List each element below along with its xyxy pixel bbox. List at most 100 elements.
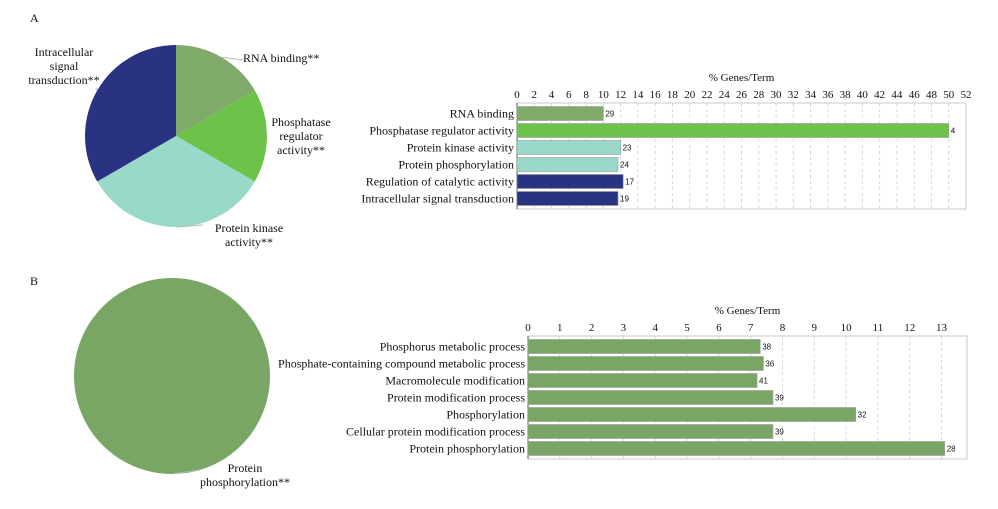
panel-a-tick-label-11: 22 (701, 89, 712, 101)
panel-a-tick-label-10: 20 (684, 89, 696, 101)
panel-a-tick-label-12: 24 (719, 89, 731, 101)
panel-a-pie-slice-3 (85, 45, 176, 182)
panel-a-tick-label-23: 46 (909, 89, 921, 101)
panel-b-tick-label-11: 11 (873, 322, 884, 334)
panel-a-tick-label-22: 44 (891, 89, 903, 101)
panel-a-value-label-1: 4 (951, 127, 956, 136)
panel-a-pie-leader-2 (175, 224, 204, 228)
panel-a-tick-label-9: 18 (667, 89, 679, 101)
panel-a-pie-chart: RNA binding** Phosphatase regulator activit… (28, 45, 331, 249)
panel-b-bar-4 (527, 407, 856, 422)
panel-b-value-label-3: 39 (775, 394, 784, 403)
panel-b-tick-label-12: 12 (904, 322, 915, 334)
panel-a-category-label-3: Protein phosphorylation (398, 158, 514, 172)
panel-b-category-label-5: Cellular protein modification process (346, 425, 525, 439)
panel-a-tick-label-16: 32 (788, 89, 799, 101)
panel-a-pie-slice-0 (176, 45, 255, 136)
panel-b-tick-label-13: 13 (936, 322, 948, 334)
panel-a-tick-label-19: 38 (840, 89, 852, 101)
panel-a-value-label-0: 29 (605, 110, 614, 119)
panel-a-pie-label-2: Protein kinase activity** (215, 221, 283, 249)
panel-b-bar-2 (527, 373, 758, 388)
panel-a-tick-label-2: 4 (549, 89, 555, 101)
panel-a-value-label-3: 24 (620, 161, 629, 170)
panel-b-bar-0 (527, 339, 761, 354)
panel-b-value-label-0: 38 (762, 343, 771, 352)
panel-b-category-label-2: Macromolecule modification (385, 374, 525, 388)
panel-a-tick-label-1: 2 (532, 89, 538, 101)
panel-a-bar-1 (516, 123, 950, 138)
panel-a-tick-label-14: 28 (753, 89, 765, 101)
panel-a-tick-label-3: 6 (566, 89, 572, 101)
panel-a-bar-2 (516, 140, 621, 155)
panel-b: B Protein phosphorylation** 0 1 2 3 4 5 6 7 8 9 10 1… (30, 274, 968, 489)
panel-b-bar-3 (527, 390, 774, 405)
panel-a-category-label-2: Protein kinase activity (407, 141, 514, 155)
panel-a-pie-leader-0 (221, 56, 245, 61)
panel-b-pie-slice-0 (74, 278, 270, 474)
panel-a-tick-label-6: 12 (615, 89, 626, 101)
panel-b-bar-5 (527, 424, 774, 439)
panel-b-bar-chart: 0 1 2 3 4 5 6 7 8 9 10 11 12 13% Genes/TermPhosphorus… (278, 305, 968, 460)
panel-a-pie-leader-1 (265, 127, 268, 137)
panel-b-category-label-4: Phosphorylation (446, 408, 525, 422)
panel-a-tick-label-24: 48 (926, 89, 938, 101)
panel-a-bar-0 (516, 106, 604, 121)
panel-a-category-label-5: Intracellular signal transduction (361, 192, 514, 206)
panel-a-value-label-2: 23 (623, 144, 632, 153)
panel-b-category-label-3: Protein modification process (387, 391, 525, 405)
panel-a-tick-label-21: 42 (874, 89, 885, 101)
panel-a-pie-label-0: RNA binding** (243, 51, 319, 65)
panel-b-tick-label-5: 5 (684, 322, 690, 334)
panel-a-bar-5 (516, 191, 619, 206)
panel-a-tick-label-8: 16 (650, 89, 662, 101)
panel-b-value-label-2: 41 (759, 377, 768, 386)
panel-a-x-axis-title: % Genes/Term (709, 72, 775, 84)
panel-a-tick-label-5: 10 (598, 89, 610, 101)
panel-a-tick-label-18: 36 (822, 89, 834, 101)
panel-b-tick-label-3: 3 (621, 322, 627, 334)
panel-b-tick-label-7: 7 (748, 322, 754, 334)
panel-a-category-label-0: RNA binding (450, 107, 514, 121)
panel-b-value-label-6: 28 (947, 445, 956, 454)
panel-b-value-label-4: 32 (858, 411, 867, 420)
panel-a-pie-leader-3 (95, 87, 98, 91)
panel-a-pie-label-1: Phosphatase regulator activity** (271, 115, 330, 157)
panel-a-tick-label-4: 8 (583, 89, 589, 101)
panel-a-tick-label-13: 26 (736, 89, 748, 101)
panel-a-tick-label-17: 34 (805, 89, 817, 101)
panel-a-tick-label-25: 50 (943, 89, 955, 101)
panel-a-bar-3 (516, 157, 619, 172)
panel-a-category-label-1: Phosphatase regulator activity (369, 124, 514, 138)
panel-a-pie-label-3: Intracellular signal transduction** (28, 45, 99, 87)
panel-b-pie-leader-0 (171, 469, 201, 475)
panel-a-tick-label-20: 40 (857, 89, 869, 101)
panel-a-tick-label-15: 30 (771, 89, 783, 101)
panel-a-bar-4 (516, 174, 624, 189)
panel-b-bar-1 (527, 356, 764, 371)
panel-a-pie-slice-2 (97, 136, 255, 227)
panel-b-label: B (30, 274, 38, 288)
panel-b-tick-label-10: 10 (841, 322, 853, 334)
panel-b-tick-label-6: 6 (716, 322, 722, 334)
panel-b-category-label-1: Phosphate-containing compound metabolic … (278, 357, 525, 371)
panel-a-category-label-4: Regulation of catalytic activity (366, 175, 514, 189)
panel-a-bar-chart: 0 2 4 6 8 10 12 14 16 18 20 22 24 26 28 30 32 34 36 38 40 42 4… (361, 72, 972, 210)
panel-b-category-label-6: Protein phosphorylation (409, 442, 525, 456)
panel-b-tick-label-4: 4 (652, 322, 658, 334)
panel-b-x-axis-title: % Genes/Term (715, 305, 781, 317)
panel-b-tick-label-8: 8 (780, 322, 786, 334)
panel-a-value-label-5: 19 (620, 195, 629, 204)
panel-a: A RNA binding** Phosphatase regulator activ… (28, 11, 971, 249)
panel-a-tick-label-0: 0 (514, 89, 520, 101)
panel-b-tick-label-0: 0 (525, 322, 531, 334)
panel-a-pie-slice-1 (176, 90, 267, 182)
panel-a-tick-label-26: 52 (961, 89, 972, 101)
panel-b-pie-label-0: Protein phosphorylation** (200, 461, 290, 489)
panel-a-value-label-4: 17 (625, 178, 634, 187)
panel-b-value-label-1: 36 (765, 360, 774, 369)
panel-b-bar-6 (527, 441, 946, 456)
panel-b-pie-chart: Protein phosphorylation** (74, 278, 290, 489)
panel-b-tick-label-9: 9 (812, 322, 818, 334)
